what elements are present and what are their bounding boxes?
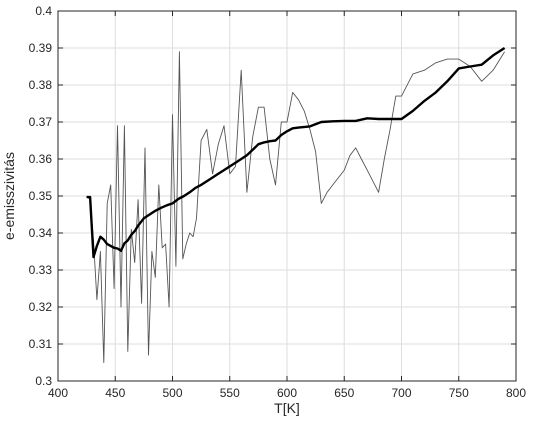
y-tick-labels: 0.3 0.31 0.32 0.33 0.34 0.35 0.36 0.37 0.38 0.39 0… <box>29 4 53 388</box>
ticks <box>57 10 517 382</box>
x-tick-label: 600 <box>277 386 297 400</box>
y-tick-label: 0.34 <box>29 226 53 240</box>
y-tick-label: 0.4 <box>35 4 52 18</box>
x-tick-label: 450 <box>105 386 125 400</box>
series-line-thick <box>86 46 506 259</box>
x-axis-label: T[K] <box>274 400 300 416</box>
series-group <box>86 46 506 363</box>
x-tick-label: 550 <box>220 386 240 400</box>
y-tick-label: 0.38 <box>29 78 53 92</box>
y-tick-label: 0.3 <box>35 374 52 388</box>
x-tick-label: 800 <box>506 386 526 400</box>
grid <box>58 11 516 381</box>
y-tick-label: 0.39 <box>29 41 53 55</box>
series-line-thin <box>86 51 505 363</box>
y-tick-label: 0.32 <box>29 300 53 314</box>
y-tick-label: 0.37 <box>29 115 53 129</box>
x-tick-label: 500 <box>162 386 182 400</box>
x-tick-label: 700 <box>391 386 411 400</box>
x-tick-labels: 400 450 500 550 600 650 700 750 800 <box>48 386 526 400</box>
x-tick-label: 400 <box>48 386 68 400</box>
x-tick-label: 650 <box>334 386 354 400</box>
y-tick-label: 0.31 <box>29 337 53 351</box>
y-axis-label: e-emisszivitás <box>1 152 17 240</box>
y-tick-label: 0.35 <box>29 189 53 203</box>
y-tick-label: 0.33 <box>29 263 53 277</box>
x-tick-label: 750 <box>449 386 469 400</box>
y-tick-label: 0.36 <box>29 152 53 166</box>
